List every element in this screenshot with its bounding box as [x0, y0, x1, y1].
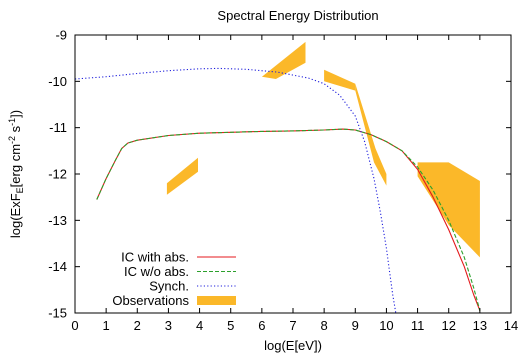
x-tick-label: 12: [441, 318, 455, 333]
x-tick-label: 0: [71, 318, 78, 333]
observation-polygon-1: [166, 157, 198, 195]
legend-swatch-4: [197, 296, 236, 305]
legend: IC with abs.IC w/o abs.Synch.Observation…: [112, 250, 236, 308]
series-line-3: [74, 67, 397, 314]
x-tick-label: 13: [473, 318, 487, 333]
y-label-part: [erg cm: [8, 144, 23, 187]
y-label-part: s: [8, 125, 23, 136]
x-tick-label: 9: [352, 318, 359, 333]
y-axis-label: log(ExFE[erg cm-2 s-1]): [7, 110, 25, 238]
x-tick-label: 14: [504, 318, 518, 333]
y-tick-label: -11: [49, 120, 67, 135]
x-axis-label: log(E[eV]): [264, 338, 322, 353]
x-tick-label: 5: [227, 318, 234, 333]
x-tick-label: 1: [103, 318, 110, 333]
observation-polygon-5: [417, 162, 480, 258]
y-tick-label: -14: [48, 259, 67, 274]
legend-label-3: Synch.: [149, 279, 189, 294]
legend-label-4: Observations: [112, 293, 189, 308]
y-tick-label: -9: [55, 28, 67, 43]
x-tick-label: 2: [134, 318, 141, 333]
x-tick-label: 8: [321, 318, 328, 333]
observation-polygon-2: [261, 41, 306, 79]
y-tick-label: -10: [48, 74, 67, 89]
legend-label-2: IC w/o abs.: [124, 264, 189, 279]
plot-area: [74, 41, 481, 314]
y-label-part: -2: [7, 136, 17, 144]
x-tick-label: 6: [258, 318, 265, 333]
y-label-part: ]): [8, 110, 23, 118]
y-tick-label: -13: [48, 213, 67, 228]
y-tick-label: -15: [48, 306, 67, 321]
x-tick-label: 11: [411, 318, 425, 333]
axis-ticks: 0 1 2 3 4 5 6 7 8 9 10 11 12 13 14-15-14-13-12-11-10-9: [48, 28, 518, 334]
x-tick-label: 3: [165, 318, 172, 333]
x-tick-label: 10: [379, 318, 393, 333]
legend-label-1: IC with abs.: [121, 250, 189, 265]
chart-title: Spectral Energy Distribution: [217, 8, 378, 23]
y-label-part: E: [15, 187, 25, 193]
y-tick-label: -12: [48, 167, 67, 182]
x-tick-label: 7: [289, 318, 296, 333]
y-label-part: -1: [7, 118, 17, 126]
x-tick-label: 4: [196, 318, 203, 333]
y-label-part: log(ExF: [8, 193, 23, 238]
observation-polygon-3: [324, 69, 356, 91]
series-line-2: [96, 128, 481, 311]
